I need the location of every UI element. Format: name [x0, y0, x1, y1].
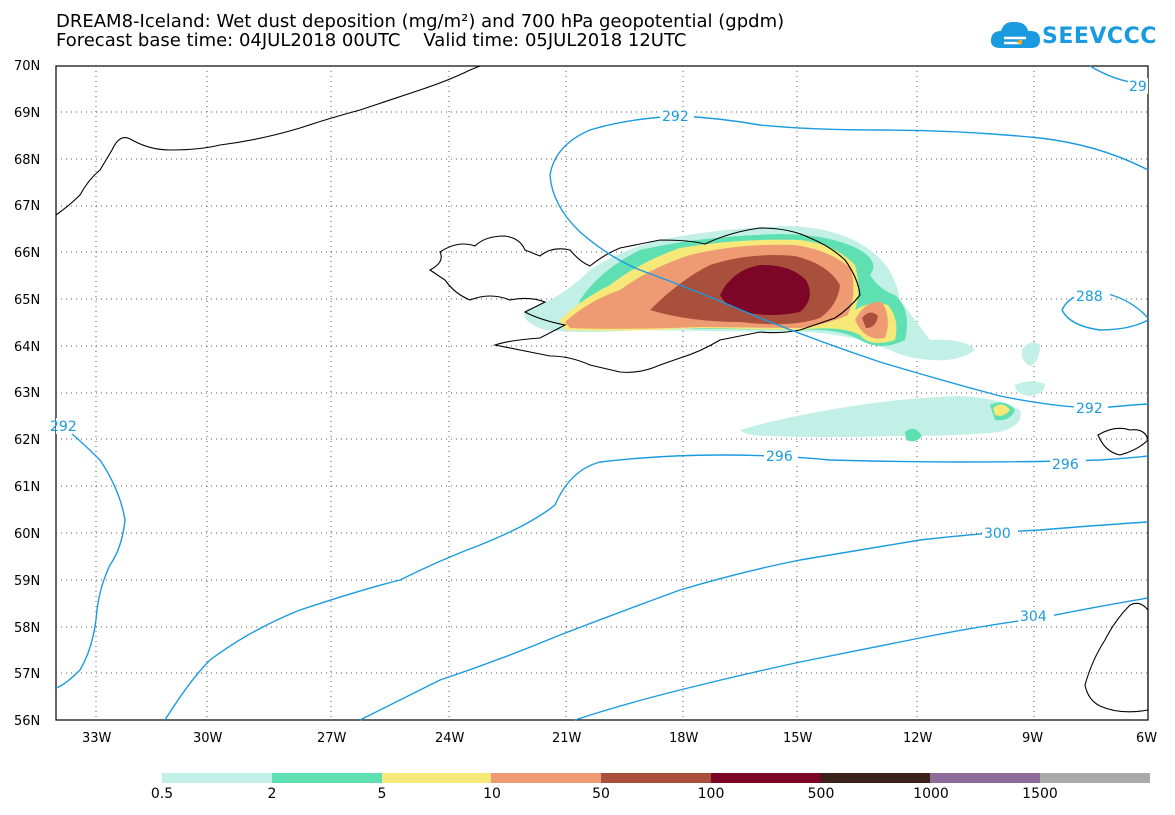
lon-label: 18W — [669, 731, 699, 746]
legend-tick: 50 — [592, 786, 610, 802]
dust-band-south — [740, 396, 1021, 437]
dust-patch-green-south — [905, 428, 922, 442]
legend-tick: 0.5 — [150, 786, 174, 802]
lon-label: 9W — [1022, 731, 1043, 746]
lat-label: 59N — [14, 574, 40, 589]
dust-patch-east — [1015, 381, 1045, 396]
seevccc-logo: SEEVCCC — [990, 18, 1156, 58]
lat-label: 60N — [14, 527, 40, 542]
contour-300 — [359, 521, 1149, 721]
faroe-norway-coast-north — [1097, 427, 1149, 456]
legend-tick: 500 — [807, 786, 835, 802]
lon-label: 24W — [435, 731, 465, 746]
lat-label: 61N — [14, 480, 40, 495]
dust-region-core — [720, 264, 810, 315]
map-title: DREAM8-Iceland: Wet dust deposition (mg/… — [56, 11, 785, 32]
contour-292-west — [55, 419, 126, 689]
color-legend — [162, 773, 1151, 783]
coastlines — [55, 65, 1149, 713]
greenland-coast — [55, 65, 481, 216]
contour-label: 296 — [766, 449, 793, 465]
lon-label: 33W — [82, 731, 112, 746]
contour-label: 29 — [1129, 79, 1147, 95]
longitude-labels: 33W 30W 27W 24W 21W 18W 15W 12W 9W 6W — [82, 731, 1157, 746]
contour-label: 296 — [1052, 457, 1079, 473]
lat-label: 64N — [14, 340, 40, 355]
lat-label: 62N — [14, 433, 40, 448]
legend-swatch-8 — [1040, 773, 1151, 783]
lat-label: 70N — [14, 59, 40, 74]
latitude-labels: 70N 69N 68N 67N 66N 65N 64N 63N 62N 61N … — [14, 59, 40, 729]
legend-swatch-4 — [601, 773, 711, 783]
lat-label: 69N — [14, 106, 40, 121]
lat-label: 58N — [14, 621, 40, 636]
contour-label: 292 — [1076, 401, 1103, 417]
grid — [56, 66, 1148, 720]
legend-tick: 1000 — [913, 786, 949, 802]
lat-label: 57N — [14, 667, 40, 682]
scotland-coast — [1084, 602, 1149, 713]
lat-label: 56N — [14, 714, 40, 729]
legend-swatch-5 — [710, 773, 821, 783]
contour-label: 304 — [1020, 609, 1047, 625]
dust-patch-yellow-east — [993, 404, 1010, 416]
lon-label: 15W — [783, 731, 813, 746]
dust-patch-brown-east — [862, 312, 878, 328]
contour-label: 300 — [984, 526, 1011, 542]
cloud-icon — [990, 21, 1040, 48]
lat-label: 63N — [14, 386, 40, 401]
legend-swatch-2 — [381, 773, 492, 783]
iceland-coast — [428, 227, 861, 373]
legend-swatch-1 — [271, 773, 382, 783]
legend-swatch-0 — [162, 773, 272, 783]
legend-swatch-3 — [491, 773, 602, 783]
lon-label: 12W — [903, 731, 933, 746]
legend-tick: 1500 — [1022, 786, 1058, 802]
legend-tick: 2 — [267, 786, 277, 802]
contour-label: 292 — [50, 419, 77, 435]
contour-label: 292 — [662, 109, 689, 125]
legend-tick: 5 — [377, 786, 387, 802]
contour-288 — [1061, 291, 1149, 331]
lon-label: 30W — [193, 731, 223, 746]
lat-label: 67N — [14, 199, 40, 214]
lat-label: 66N — [14, 246, 40, 261]
lat-label: 65N — [14, 293, 40, 308]
contour-labels: 292 29 292 288 292 296 296 300 304 — [50, 78, 1148, 625]
dust-patch-east-2 — [1021, 342, 1040, 366]
legend-swatch-7 — [930, 773, 1041, 783]
legend-swatch-6 — [820, 773, 931, 783]
contour-296 — [164, 454, 1149, 721]
dust-deposition-field — [524, 226, 1045, 442]
legend-tick: 100 — [697, 786, 725, 802]
map-subtitle: Forecast base time: 04JUL2018 00UTC Vali… — [56, 30, 687, 51]
logo-text: SEEVCCC — [1042, 24, 1157, 49]
lon-label: 6W — [1136, 731, 1157, 746]
contour-292-north — [549, 115, 1149, 409]
legend-tick: 10 — [483, 786, 501, 802]
lon-label: 27W — [317, 731, 347, 746]
contour-label: 288 — [1076, 289, 1103, 305]
lon-label: 21W — [552, 731, 582, 746]
lat-label: 68N — [14, 153, 40, 168]
